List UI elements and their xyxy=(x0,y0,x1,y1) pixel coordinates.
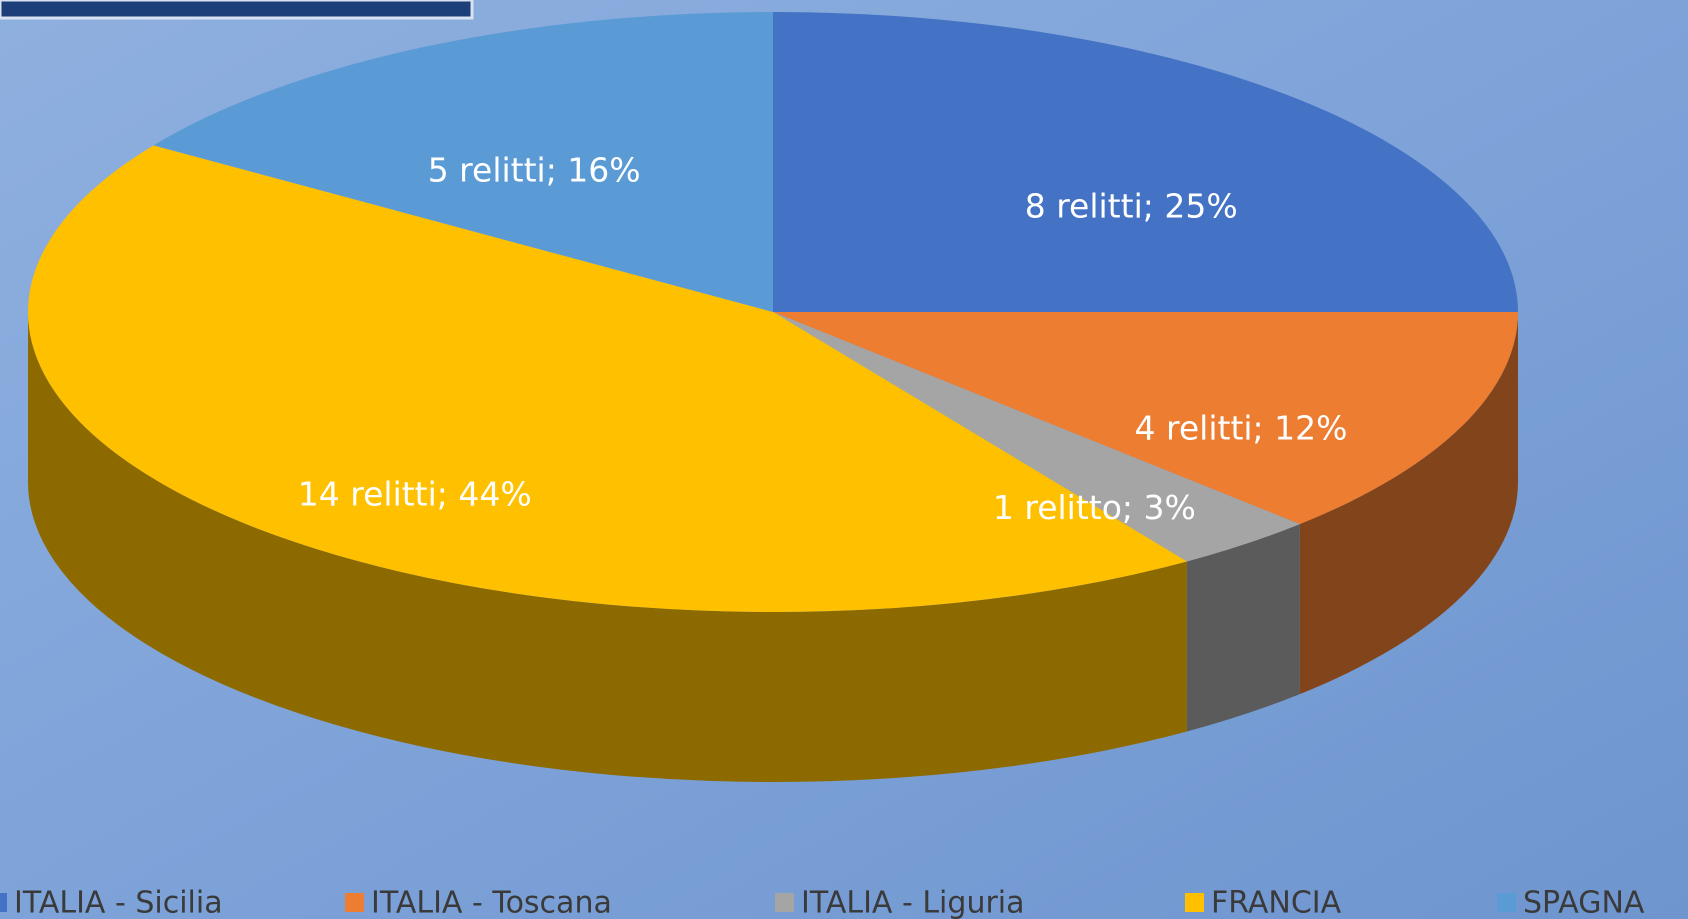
legend-label: ITALIA - Sicilia xyxy=(14,886,223,919)
pie-slice xyxy=(153,11,773,312)
pie-slice xyxy=(27,145,1187,613)
data-label: 8 relitti; 25% xyxy=(1025,186,1238,225)
pie-slice xyxy=(773,312,1300,562)
slice-side xyxy=(28,312,1187,782)
legend-swatch xyxy=(1497,893,1516,912)
legend-swatch xyxy=(0,893,7,912)
legend-label: SPAGNA xyxy=(1523,886,1645,919)
data-label: 1 relitto; 3% xyxy=(993,488,1196,527)
data-label: 5 relitti; 16% xyxy=(428,151,641,190)
data-label: 14 relitti; 44% xyxy=(298,475,532,514)
corner-image xyxy=(0,0,474,20)
data-label: 4 relitti; 12% xyxy=(1135,409,1348,448)
pie-slice xyxy=(773,12,1518,312)
legend-label: ITALIA - Liguria xyxy=(801,886,1025,919)
legend-swatch xyxy=(345,893,364,912)
legend-swatch xyxy=(1185,893,1204,912)
pie-slice xyxy=(773,312,1518,525)
legend-swatch xyxy=(775,893,794,912)
legend-label: FRANCIA xyxy=(1211,886,1342,919)
slice-side xyxy=(1299,312,1518,695)
legend-label: ITALIA - Toscana xyxy=(371,886,612,919)
slice-side xyxy=(1186,524,1300,732)
